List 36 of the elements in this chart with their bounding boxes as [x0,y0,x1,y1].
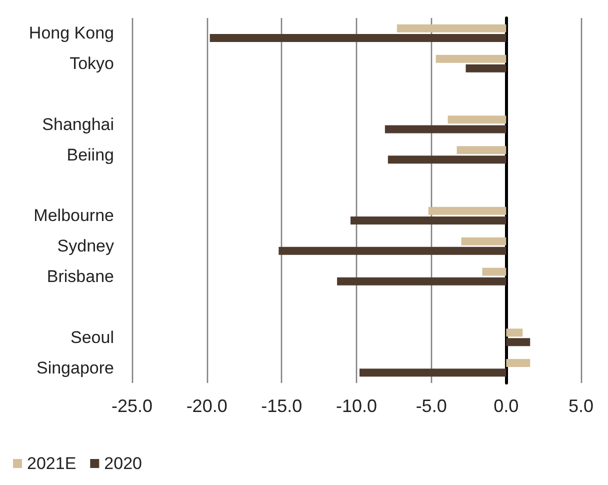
legend-label: 2020 [104,454,142,473]
bar [350,216,506,225]
x-tick-label: -15.0 [261,396,302,416]
bar [506,328,523,337]
x-tick-label: 5.0 [568,396,594,416]
bar [448,116,506,124]
y-tick-label: Shanghai [42,114,114,134]
bar [388,156,506,164]
legend-label: 2021E [27,454,76,473]
bar [210,34,506,42]
x-tick-label: -25.0 [111,396,153,416]
bar [466,64,506,72]
bar [436,54,506,63]
bar [461,237,506,246]
x-tick-label: -20.0 [186,396,228,416]
x-tick-label: -10.0 [336,396,378,416]
bar [506,338,530,346]
bar [456,146,506,154]
bar [359,368,506,377]
y-tick-label: Sydney [57,236,114,256]
y-tick-label: Seoul [70,328,114,347]
bar [506,358,530,367]
y-tick-label: Tokyo [70,54,114,74]
x-tick-label: -5.0 [416,396,447,416]
y-tick-label: Hong Kong [28,24,114,43]
bar [396,24,506,32]
y-tick-label: Melbourne [34,206,114,226]
bar [337,277,506,286]
y-tick-label: Singapore [36,358,114,378]
bar [428,206,506,215]
y-tick-label: Brisbane [46,267,114,286]
x-tick-label: 0.0 [494,396,519,416]
bar [384,125,506,134]
y-tick-label: Beiing [66,145,114,164]
bar [278,246,506,255]
bar [482,268,506,276]
